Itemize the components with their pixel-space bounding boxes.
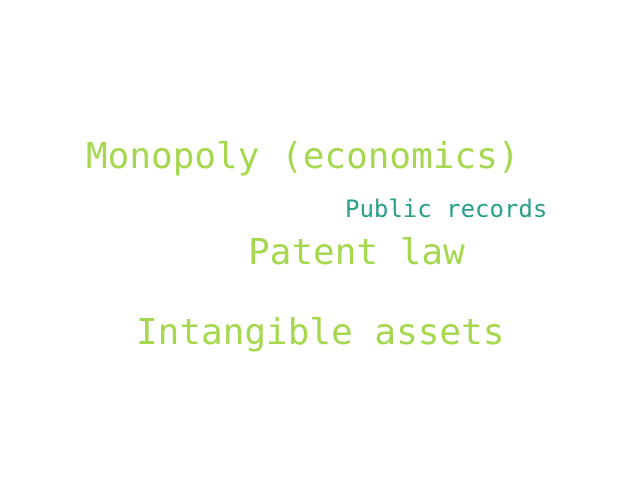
word-monopoly-economics: Monopoly (economics) xyxy=(86,136,520,177)
word-intangible-assets: Intangible assets xyxy=(136,312,505,353)
word-patent-law: Patent law xyxy=(248,232,465,273)
word-public-records: Public records xyxy=(345,195,548,223)
